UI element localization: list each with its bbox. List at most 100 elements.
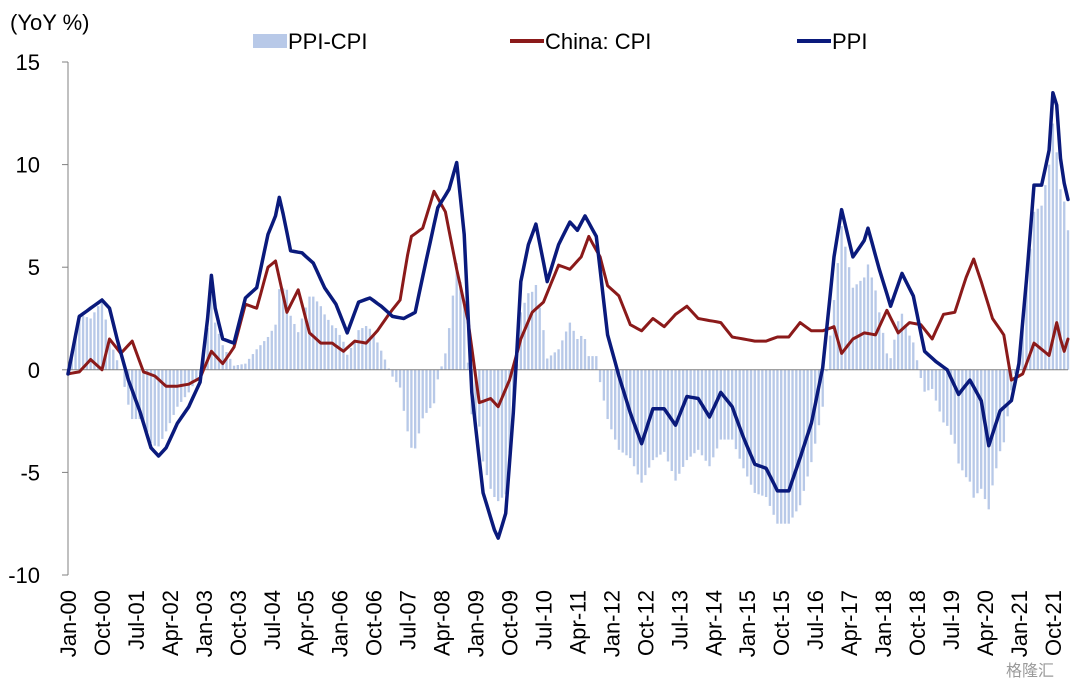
- ppi-cpi-bar: [606, 369, 609, 420]
- ppi-cpi-bar: [972, 369, 975, 498]
- x-tick-label: Jul-07: [396, 590, 421, 650]
- ppi-cpi-bar: [576, 339, 579, 370]
- ppi-cpi-bar: [840, 226, 843, 370]
- x-tick-label: Oct-12: [633, 590, 658, 656]
- ppi-cpi-bar: [904, 324, 907, 370]
- ppi-cpi-bar: [878, 312, 881, 370]
- ppi-cpi-bar: [851, 287, 855, 370]
- ppi-cpi-bar: [746, 369, 749, 477]
- ppi-cpi-bar: [946, 369, 949, 426]
- ppi-cpi-bar: [74, 332, 77, 370]
- ppi-cpi-bar: [968, 369, 972, 482]
- ppi-cpi-bar: [153, 369, 156, 446]
- ppi-cpi-bar: [561, 340, 564, 370]
- ppi-cpi-bar: [542, 330, 545, 370]
- ppi-cpi-bar: [636, 369, 639, 475]
- ppi-cpi-bar: [715, 369, 719, 449]
- ppi-cpi-bar: [700, 369, 704, 456]
- ppi-cpi-bar: [372, 335, 375, 370]
- x-tick-label: Jan-09: [464, 590, 489, 657]
- ppi-cpi-bar: [549, 355, 553, 370]
- ppi-cpi-bar: [1044, 185, 1047, 370]
- ppi-cpi-bar: [395, 369, 398, 383]
- ppi-cpi-bar: [912, 342, 915, 370]
- ppi-cpi-bar: [232, 365, 236, 370]
- ppi-cpi-bar: [749, 369, 753, 485]
- ppi-cpi-bar: [432, 369, 436, 404]
- ppi-cpi-bar: [949, 369, 953, 435]
- ppi-cpi-bar: [206, 328, 209, 370]
- ppi-cpi-bar: [821, 369, 824, 407]
- ppi-cpi-bar: [580, 335, 583, 370]
- ppi-cpi-bar: [259, 345, 262, 370]
- ppi-cpi-bar: [764, 369, 768, 498]
- ppi-cpi-bar: [897, 321, 900, 370]
- ppi-cpi-bar: [1025, 285, 1028, 370]
- ppi-cpi-bar: [832, 300, 836, 370]
- ppi-cpi-bar: [617, 369, 621, 450]
- x-tick-label: Apr-05: [294, 590, 319, 656]
- ppi-cpi-bar: [123, 369, 126, 387]
- ppi-cpi-bar: [523, 302, 526, 370]
- ppi-cpi-bar: [191, 369, 194, 387]
- ppi-cpi-bar: [644, 369, 647, 476]
- legend-swatch-ppi-cpi: [253, 34, 287, 48]
- legend-label: PPI: [832, 29, 867, 54]
- ppi-cpi-bar: [398, 369, 402, 388]
- ppi-cpi-bar: [504, 369, 507, 495]
- ppi-cpi-bar: [134, 369, 138, 420]
- ppi-cpi-bar: [274, 324, 277, 370]
- ppi-cpi-bar: [1055, 152, 1058, 370]
- ppi-cpi-bar: [919, 369, 922, 379]
- ppi-cpi-bar: [342, 341, 345, 370]
- ppi-cpi-bar: [583, 339, 587, 370]
- y-tick-label: -10: [8, 563, 40, 588]
- ppi-cpi-bar: [417, 369, 421, 434]
- ppi-cpi-bar: [387, 368, 390, 370]
- ppi-cpi-bar: [195, 369, 198, 381]
- ppi-cpi-bar: [297, 332, 300, 370]
- ppi-cpi-bar: [829, 335, 832, 370]
- ppi-cpi-bar: [346, 354, 349, 370]
- ppi-cpi-bar: [266, 336, 270, 370]
- x-tick-label: Jul-13: [667, 590, 692, 650]
- ppi-cpi-bar: [983, 369, 987, 500]
- ppi-cpi-bar: [319, 306, 322, 370]
- line-series: [66, 91, 1070, 540]
- legend-label: China: CPI: [545, 29, 651, 54]
- y-tick-label: 5: [28, 255, 40, 280]
- ppi-cpi-bar: [447, 328, 451, 370]
- ppi-cpi-bar: [976, 369, 979, 494]
- ppi-cpi-bar: [651, 369, 655, 461]
- ppi-cpi-bar: [497, 369, 500, 502]
- x-tick-label: Jul-01: [124, 590, 149, 650]
- x-tick-label: Oct-21: [1041, 590, 1066, 656]
- ppi-cpi-bar: [564, 331, 568, 370]
- ppi-cpi-bar: [964, 369, 968, 478]
- y-tick-label: 0: [28, 358, 40, 383]
- ppi-cpi-bar: [742, 369, 745, 469]
- ppi-cpi-bar: [942, 369, 945, 423]
- ppi-cpi-bar: [568, 322, 572, 370]
- ppi-cpi-bar: [240, 364, 243, 370]
- ppi-cpi-bar: [459, 281, 462, 370]
- ppi-cpi-bar: [598, 369, 602, 383]
- ppi-cpi-bar: [885, 353, 889, 370]
- ppi-cpi-bar: [1047, 164, 1051, 370]
- ppi-cpi-bar: [278, 289, 281, 370]
- ppi-cpi-bar: [214, 322, 217, 370]
- ppi-cpi-bar: [927, 369, 930, 391]
- ppi-cpi-bar: [768, 369, 772, 506]
- ppi-cpi-bar: [161, 369, 164, 439]
- ppi-cpi-bar: [97, 306, 100, 370]
- ppi-cpi-bar: [844, 246, 847, 370]
- ppi-cpi-bar: [934, 369, 938, 401]
- ppi-cpi-bar: [961, 369, 964, 471]
- x-tick-label: Jan-15: [735, 590, 760, 657]
- x-tick-label: Oct-18: [905, 590, 930, 656]
- ppi-cpi-bar: [312, 296, 315, 370]
- ppi-cpi-bar: [678, 369, 681, 474]
- ppi-cpi-bar: [640, 369, 643, 483]
- ppi-cpi-bar: [693, 369, 696, 454]
